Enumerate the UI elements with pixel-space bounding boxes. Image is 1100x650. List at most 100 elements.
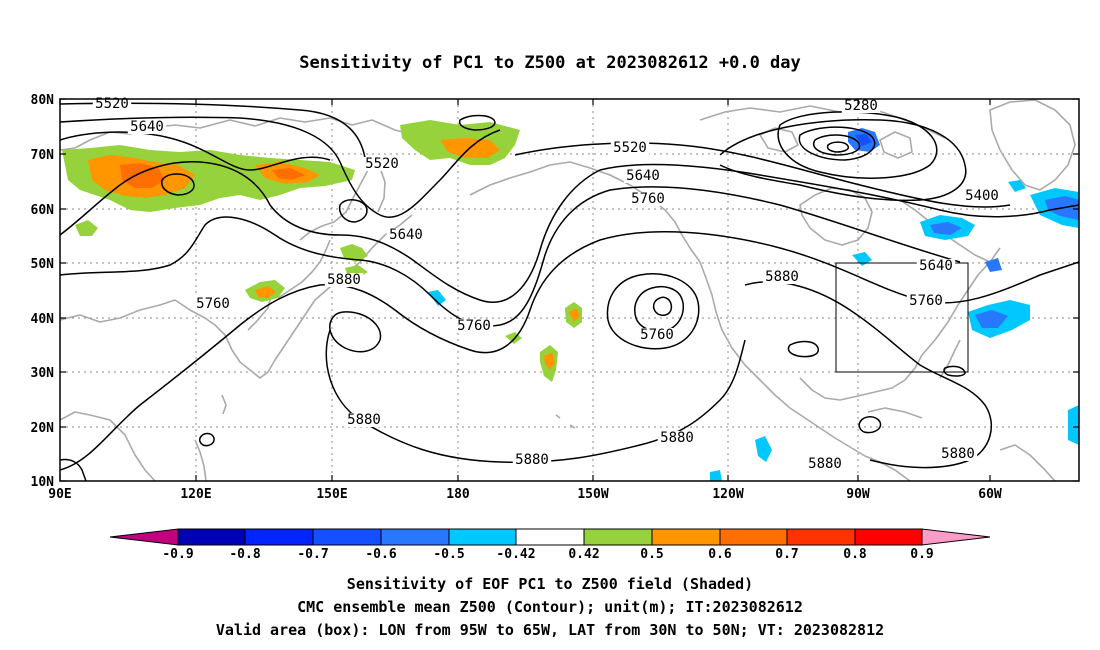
colorbar-label: -0.9 <box>162 547 193 562</box>
contour-label-bg <box>628 192 668 206</box>
contour-caribbean-small <box>858 416 882 434</box>
positive-sensitivity-east-red <box>272 168 305 180</box>
contour-low-siberia <box>160 173 195 196</box>
colorbar-label: 0.9 <box>910 547 933 562</box>
contour-label: 5760 <box>909 293 943 309</box>
contour-label: 5640 <box>919 258 953 274</box>
coastline-hawaii <box>555 414 576 429</box>
colorbar-label: 0.5 <box>640 547 663 562</box>
contour-label-bg <box>92 97 132 111</box>
contour-label-bg <box>454 319 494 333</box>
contour-label: 5880 <box>327 272 361 288</box>
contour-5400-low <box>719 119 967 202</box>
contour-label: 5880 <box>808 456 842 472</box>
colorbar-label: -0.42 <box>496 547 535 562</box>
contour-label-bg <box>916 259 956 273</box>
colorbar-label: 0.42 <box>568 547 599 562</box>
negative-sensitivity-greenland <box>1008 180 1026 192</box>
contour-low-inner-2 <box>813 134 861 156</box>
lon-label: 90W <box>846 487 870 502</box>
caption-line-1: Sensitivity of EOF PC1 to Z500 field (Sh… <box>347 575 753 593</box>
contour-label-bg <box>762 270 802 284</box>
positive-sensitivity-kuril <box>340 244 368 262</box>
colorbar-label: 0.6 <box>708 547 732 562</box>
contour-label-bg <box>637 328 677 342</box>
colorbar-segment <box>719 528 788 546</box>
contour-label: 5880 <box>347 412 381 428</box>
contour-low-inner-1 <box>798 126 876 161</box>
contour-label-bg <box>906 294 946 308</box>
contour-5640-asia <box>60 116 501 218</box>
colorbar-segment <box>651 528 721 546</box>
lat-label: 30N <box>31 366 55 381</box>
lat-label: 10N <box>31 475 55 490</box>
coastline-sea-okhotsk <box>299 199 353 241</box>
contour-label-bg <box>512 453 552 467</box>
colorbar-label: -0.6 <box>365 547 396 562</box>
latitude-labels: 80N 70N 60N 50N 40N 30N 20N 10N <box>31 93 55 490</box>
coastline-se-asia <box>60 411 156 481</box>
negative-sensitivity-south <box>710 470 722 481</box>
coastline-arctic-islands-2 <box>879 131 913 159</box>
positive-sensitivity-siberia-red <box>120 163 165 188</box>
contour-low-bering <box>338 199 368 223</box>
colorbar-segment <box>515 528 585 546</box>
map-panel: 5520564055205640576058805520564057605280… <box>31 93 1080 502</box>
contour-5880-asia <box>60 231 1079 471</box>
lat-label: 60N <box>31 203 55 218</box>
contour-label: 5280 <box>844 98 878 114</box>
contour-label: 5400 <box>965 188 999 204</box>
caption-line-3: Valid area (box): LON from 95W to 65W, L… <box>216 621 884 639</box>
contour-label-bg <box>610 141 650 155</box>
sensitivity-shading <box>62 120 1079 481</box>
lon-label: 150E <box>316 487 347 502</box>
colorbar-segment <box>448 528 517 546</box>
coastline-japan <box>277 239 331 299</box>
contour-low-inner-3 <box>826 141 850 153</box>
lat-label: 70N <box>31 148 55 163</box>
coastline-alaska <box>469 161 691 249</box>
contour-label: 5760 <box>457 318 491 334</box>
contour-label: 5760 <box>640 327 674 343</box>
coastline-north-america-west <box>689 247 866 457</box>
contour-label-bg <box>324 273 364 287</box>
coastline-arctic-islands <box>759 127 799 153</box>
coastline-gulf-of-mexico <box>799 354 923 401</box>
contour-label: 5640 <box>389 227 423 243</box>
map-frame <box>59 98 1080 482</box>
colorbar-segment <box>177 528 246 546</box>
figure-title: Sensitivity of PC1 to Z500 at 2023082612… <box>299 53 801 73</box>
contour-label-bg <box>962 189 1002 203</box>
negative-sensitivity-nova-scotia <box>985 258 1002 272</box>
colorbar-triangle-high <box>921 528 991 546</box>
caption-line-2: CMC ensemble mean Z500 (Contour); unit(m… <box>297 598 803 616</box>
coastline-greenland <box>989 99 1076 191</box>
colorbar <box>109 528 991 546</box>
contour-pacific-small <box>198 432 215 447</box>
positive-sensitivity-west-edge <box>75 220 98 236</box>
contour-label: 5520 <box>613 140 647 156</box>
z500-contours <box>60 102 1079 481</box>
negative-sensitivity-caribbean <box>755 436 772 462</box>
contour-label-bg <box>127 120 167 134</box>
contour-labels: 5520564055205640576058805520564057605280… <box>92 96 1002 472</box>
contour-5760-nw-pacific-low <box>329 311 382 353</box>
coastline-taiwan <box>221 394 227 415</box>
lat-label: 40N <box>31 312 55 327</box>
contour-south-asia <box>60 458 87 481</box>
contour-label-bg <box>841 99 881 113</box>
contour-label-bg <box>344 413 384 427</box>
positive-sensitivity-japan-orange <box>255 286 276 298</box>
valid-area-box <box>835 262 969 373</box>
colorbar-label: -0.8 <box>229 547 260 562</box>
contour-5760-pacific-high <box>606 273 700 350</box>
negative-sensitivity-labrador-dark <box>930 222 962 235</box>
contour-5520-asia-inner <box>60 131 331 171</box>
contour-arctic-ring <box>458 114 496 131</box>
colorbar-segment <box>312 528 382 546</box>
contour-label-bg <box>193 297 233 311</box>
contour-5520-na <box>514 142 1011 208</box>
colorbar-label: -0.7 <box>297 547 328 562</box>
contour-label: 5880 <box>515 452 549 468</box>
